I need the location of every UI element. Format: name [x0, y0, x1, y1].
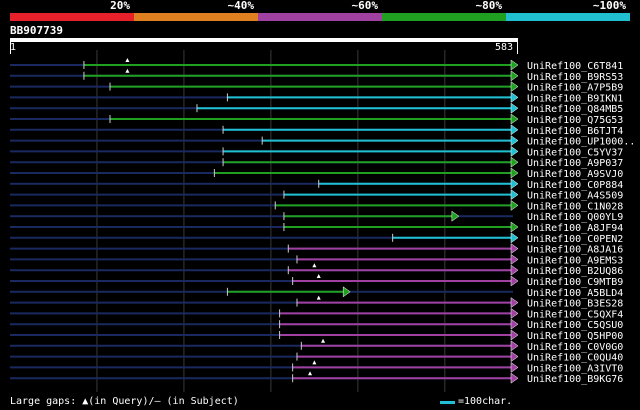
- hit-end-arrow: [510, 70, 519, 82]
- hit-end-arrow: [510, 243, 519, 255]
- hit-label: UniRef100_A9EMS3: [527, 255, 623, 266]
- legend-segment: [134, 13, 258, 21]
- hit-end-arrow: [451, 210, 460, 222]
- hit-label: UniRef100_C9MTB9: [527, 277, 623, 288]
- hit-end-arrow: [510, 189, 519, 201]
- hit-label: UniRef100_B2UQ86: [527, 266, 623, 277]
- query-gap-marker: [316, 295, 321, 300]
- legend-segment: [382, 13, 506, 21]
- hit-label: UniRef100_C1N028: [527, 201, 623, 212]
- legend-segment: [10, 13, 134, 21]
- hit-label: UniRef100_A9P037: [527, 158, 623, 169]
- hit-end-arrow: [510, 221, 519, 233]
- query-sequence-bar: [10, 38, 518, 42]
- hit-label: UniRef100_A4S509: [527, 191, 623, 202]
- hit-label: UniRef100_A5BLD4: [527, 288, 623, 299]
- hit-label: UniRef100_C0P884: [527, 180, 623, 191]
- legend-label: 20%: [110, 0, 130, 12]
- hit-label: UniRef100_UP1000..: [527, 137, 635, 148]
- coverage-legend-labels: 20% ~40% ~60% ~80% ~100%: [10, 0, 630, 13]
- hit-label: UniRef100_C5QXF4: [527, 309, 623, 320]
- hit-label: UniRef100_B9RS53: [527, 72, 623, 83]
- hit-end-arrow: [510, 275, 519, 287]
- hit-end-arrow: [510, 59, 519, 71]
- hit-end-arrow: [510, 318, 519, 330]
- hit-end-arrow: [510, 178, 519, 190]
- hit-end-arrow: [510, 124, 519, 136]
- hit-end-arrow: [510, 156, 519, 168]
- coverage-legend-bar: [10, 13, 630, 21]
- hit-label: UniRef100_Q00YL9: [527, 212, 623, 223]
- large-gaps-legend: Large gaps: ▲(in Query)/– (in Subject): [10, 396, 239, 407]
- scale-start-label: 1: [10, 42, 17, 53]
- hit-end-arrow: [510, 199, 519, 211]
- legend-label: ~80%: [475, 0, 503, 12]
- hit-label: UniRef100_B9KG76: [527, 374, 623, 385]
- scale-tick-start: [10, 42, 11, 54]
- hit-label: UniRef100_A8JA16: [527, 245, 623, 256]
- hit-end-arrow: [510, 135, 519, 147]
- query-gap-marker: [312, 263, 317, 268]
- query-id: BB907739: [10, 24, 63, 37]
- hit-label: UniRef100_C6T841: [527, 61, 623, 72]
- hit-label: UniRef100_A9SVJ0: [527, 169, 623, 180]
- hit-label: UniRef100_C0QU40: [527, 353, 623, 364]
- hit-end-arrow: [510, 340, 519, 352]
- scale-legend-label: =100char.: [458, 396, 513, 407]
- hit-end-arrow: [510, 167, 519, 179]
- query-gap-marker: [308, 371, 313, 376]
- hit-end-arrow: [510, 232, 519, 244]
- hit-label: UniRef100_B9IKN1: [527, 93, 623, 104]
- hit-end-arrow: [510, 113, 519, 125]
- hit-label: UniRef100_Q75G53: [527, 115, 623, 126]
- hit-end-arrow: [510, 264, 519, 276]
- legend-label: ~40%: [227, 0, 255, 12]
- query-gap-marker: [312, 360, 317, 365]
- hit-end-arrow: [510, 329, 519, 341]
- hit-label: UniRef100_A7P5B9: [527, 83, 623, 94]
- query-gap-marker: [316, 274, 321, 278]
- hit-end-arrow: [510, 91, 519, 103]
- hit-end-arrow: [510, 102, 519, 114]
- hit-label: UniRef100_B6TJT4: [527, 126, 623, 137]
- legend-label: ~60%: [351, 0, 379, 12]
- hit-label: UniRef100_C0PEN2: [527, 234, 623, 245]
- query-gap-marker: [125, 58, 130, 62]
- hit-label: UniRef100_B3ES28: [527, 299, 623, 310]
- scale-end-label: 583: [495, 42, 514, 53]
- hit-end-arrow: [510, 297, 519, 309]
- hit-label: UniRef100_Q5HP00: [527, 331, 623, 342]
- hit-label: UniRef100_C5YV37: [527, 147, 623, 158]
- hit-end-arrow: [510, 81, 519, 93]
- hit-label: UniRef100_A3IVT0: [527, 363, 623, 374]
- query-gap-marker: [321, 338, 326, 343]
- hit-end-arrow: [510, 372, 519, 384]
- hit-end-arrow: [342, 286, 351, 298]
- legend-segment: [506, 13, 630, 21]
- hit-label: UniRef100_Q84MB5: [527, 104, 623, 115]
- hit-end-arrow: [510, 351, 519, 363]
- hit-label: UniRef100_A8JF94: [527, 223, 623, 234]
- hit-end-arrow: [510, 361, 519, 373]
- legend-label: ~100%: [592, 0, 626, 12]
- hit-end-arrow: [510, 145, 519, 157]
- scale-legend-line: [440, 401, 455, 404]
- scale-tick-end: [517, 42, 518, 54]
- hit-end-arrow: [510, 307, 519, 319]
- hit-label: UniRef100_C0V0G0: [527, 342, 623, 353]
- query-gap-marker: [125, 68, 130, 73]
- hit-end-arrow: [510, 253, 519, 265]
- hit-label: UniRef100_C5QSU0: [527, 320, 623, 331]
- legend-segment: [258, 13, 382, 21]
